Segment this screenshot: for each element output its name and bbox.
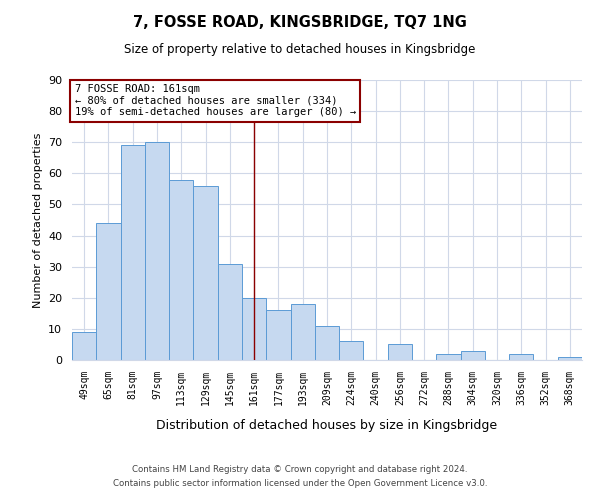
- Bar: [266, 310, 290, 360]
- Bar: [461, 350, 485, 360]
- Bar: [558, 357, 582, 360]
- Text: 7, FOSSE ROAD, KINGSBRIDGE, TQ7 1NG: 7, FOSSE ROAD, KINGSBRIDGE, TQ7 1NG: [133, 15, 467, 30]
- Bar: [290, 304, 315, 360]
- Bar: [145, 142, 169, 360]
- Bar: [388, 344, 412, 360]
- Bar: [72, 332, 96, 360]
- Bar: [315, 326, 339, 360]
- Bar: [96, 223, 121, 360]
- Bar: [193, 186, 218, 360]
- Y-axis label: Number of detached properties: Number of detached properties: [32, 132, 43, 308]
- Text: Contains HM Land Registry data © Crown copyright and database right 2024.
Contai: Contains HM Land Registry data © Crown c…: [113, 466, 487, 487]
- Text: 7 FOSSE ROAD: 161sqm
← 80% of detached houses are smaller (334)
19% of semi-deta: 7 FOSSE ROAD: 161sqm ← 80% of detached h…: [74, 84, 356, 117]
- Bar: [218, 264, 242, 360]
- Bar: [339, 342, 364, 360]
- Bar: [509, 354, 533, 360]
- Bar: [436, 354, 461, 360]
- Text: Size of property relative to detached houses in Kingsbridge: Size of property relative to detached ho…: [124, 42, 476, 56]
- Bar: [169, 180, 193, 360]
- Bar: [242, 298, 266, 360]
- X-axis label: Distribution of detached houses by size in Kingsbridge: Distribution of detached houses by size …: [157, 419, 497, 432]
- Bar: [121, 146, 145, 360]
